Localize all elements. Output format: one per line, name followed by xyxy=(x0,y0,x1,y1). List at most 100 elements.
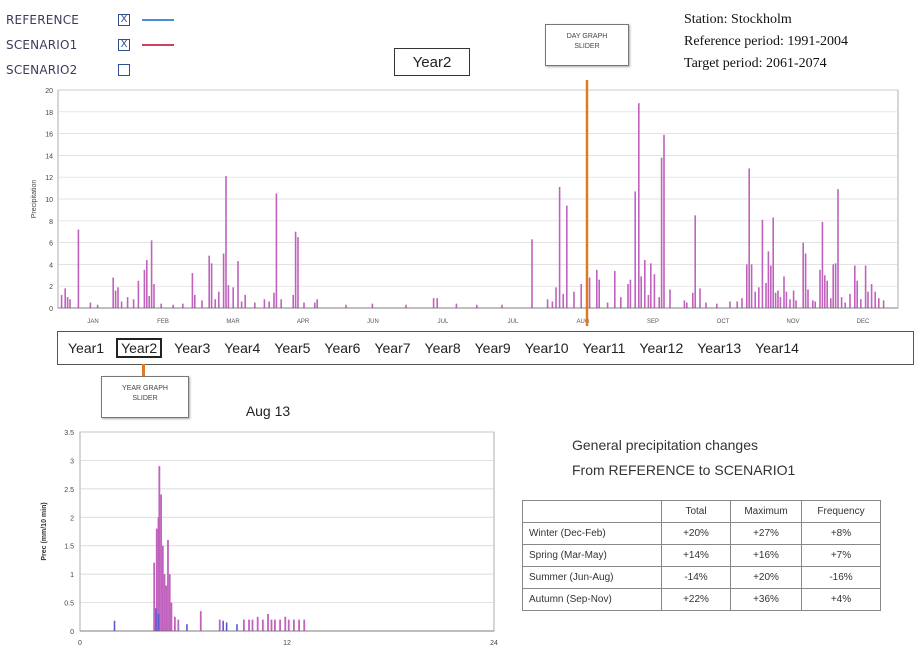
legend-reference: REFERENCE X xyxy=(6,12,174,28)
year-button-2[interactable]: Year2 xyxy=(116,338,163,358)
x-tick-label: 0 xyxy=(78,640,82,647)
y-tick-label: 1 xyxy=(70,572,74,579)
legend-scenario2: SCENARIO2 xyxy=(6,62,130,78)
y-tick-label: 18 xyxy=(45,110,53,117)
reference-period: Reference period: 1991-2004 xyxy=(684,34,849,49)
season-cell: Summer (Jun-Aug) xyxy=(522,566,662,589)
day-slider-label-1: DAY GRAPH xyxy=(566,33,608,40)
y-tick-label: 10 xyxy=(45,197,53,204)
year-button-4[interactable]: Year4 xyxy=(224,340,261,356)
header-cell: Total xyxy=(661,500,731,523)
maximum-cell: +36% xyxy=(730,588,802,611)
y-tick-label: 12 xyxy=(45,175,53,182)
year-slider-handle[interactable] xyxy=(142,364,145,378)
maximum-cell: +27% xyxy=(730,522,802,545)
reference-checkbox[interactable]: X xyxy=(118,14,130,26)
total-cell: -14% xyxy=(661,566,731,589)
day-slider-label-2: SLIDER xyxy=(574,43,600,50)
y-tick-label: 3.5 xyxy=(64,430,74,437)
y-tick-label: 20 xyxy=(45,88,53,95)
target-period: Target period: 2061-2074 xyxy=(684,56,827,71)
legend-label: SCENARIO2 xyxy=(6,63,78,77)
maximum-cell: +20% xyxy=(730,566,802,589)
frequency-cell: +8% xyxy=(801,522,881,545)
y-tick-label: 4 xyxy=(49,262,53,269)
y-tick-label: 2 xyxy=(70,515,74,522)
year-button-5[interactable]: Year5 xyxy=(274,340,311,356)
y-tick-label: 14 xyxy=(45,153,53,160)
season-cell: Spring (Mar-May) xyxy=(522,544,662,567)
month-label: NOV xyxy=(786,319,799,325)
table-row: Summer (Jun-Aug) -14% +20% -16% xyxy=(522,566,881,589)
total-cell: +22% xyxy=(661,588,731,611)
month-label: APR xyxy=(297,319,310,325)
y-tick-label: 16 xyxy=(45,132,53,139)
total-cell: +14% xyxy=(661,544,731,567)
table-row: Spring (Mar-May) +14% +16% +7% xyxy=(522,544,881,567)
year-button-6[interactable]: Year6 xyxy=(324,340,361,356)
month-label: JUN xyxy=(367,319,379,325)
legend-scenario1: SCENARIO1 X xyxy=(6,37,174,53)
station-name: Station: Stockholm xyxy=(684,12,792,27)
year-button-8[interactable]: Year8 xyxy=(424,340,461,356)
month-label: MAR xyxy=(226,319,240,325)
month-label: JUL xyxy=(438,319,449,325)
year-selector-bar: Year1 Year2 Year3 Year4 Year5 Year6 Year7 Year8… xyxy=(57,331,914,365)
month-label: JAN xyxy=(87,319,98,325)
scenario2-checkbox[interactable] xyxy=(118,64,130,76)
y-tick-label: 0 xyxy=(49,306,53,313)
header-cell: Frequency xyxy=(801,500,881,523)
legend-label: REFERENCE xyxy=(6,13,80,27)
y-tick-label: 2 xyxy=(49,284,53,291)
day-graph-slider[interactable]: DAY GRAPH SLIDER xyxy=(545,24,629,66)
year-slider-label-2: SLIDER xyxy=(132,395,158,402)
year-button-14[interactable]: Year14 xyxy=(755,340,799,356)
scenario1-swatch xyxy=(142,44,174,46)
x-tick-label: 24 xyxy=(490,640,498,647)
reference-swatch xyxy=(142,19,174,21)
month-label: OCT xyxy=(717,319,730,325)
year-button-12[interactable]: Year12 xyxy=(639,340,684,356)
frequency-cell: +7% xyxy=(801,544,881,567)
header-cell xyxy=(522,500,662,523)
selected-year-title: Year2 xyxy=(394,48,470,76)
y-axis-label: Precipitation xyxy=(31,180,38,219)
month-label: DEC xyxy=(857,319,870,325)
season-cell: Winter (Dec-Feb) xyxy=(522,522,662,545)
x-tick-label: 12 xyxy=(283,640,291,647)
table-row: Winter (Dec-Feb) +20% +27% +8% xyxy=(522,522,881,545)
frequency-cell: +4% xyxy=(801,588,881,611)
y-tick-label: 8 xyxy=(49,219,53,226)
gpc-title-line2: From REFERENCE to SCENARIO1 xyxy=(572,462,796,478)
maximum-cell: +16% xyxy=(730,544,802,567)
header-cell: Maximum xyxy=(730,500,802,523)
year-button-13[interactable]: Year13 xyxy=(697,340,742,356)
day-precipitation-chart: Aug 13 0 0.5 1 1.5 2 2.5 3 3.5 0 12 24 Prec (mm/10 m… xyxy=(41,403,498,647)
year-button-9[interactable]: Year9 xyxy=(474,340,511,356)
year-button-10[interactable]: Year10 xyxy=(524,340,569,356)
scenario1-checkbox[interactable]: X xyxy=(118,39,130,51)
table-header-row: Total Maximum Frequency xyxy=(522,500,881,523)
month-label: JUL xyxy=(508,319,519,325)
plot-area xyxy=(79,431,495,632)
y-tick-label: 1.5 xyxy=(64,544,74,551)
table-row: Autumn (Sep-Nov) +22% +36% +4% xyxy=(522,588,881,611)
year-button-3[interactable]: Year3 xyxy=(174,340,211,356)
y-tick-label: 3 xyxy=(70,458,74,465)
day-chart-title: Aug 13 xyxy=(246,403,291,419)
year-graph-slider[interactable]: YEAR GRAPH SLIDER xyxy=(101,376,189,418)
legend-label: SCENARIO1 xyxy=(6,38,78,52)
frequency-cell: -16% xyxy=(801,566,881,589)
gpc-title-line1: General precipitation changes xyxy=(572,437,759,453)
year-button-7[interactable]: Year7 xyxy=(374,340,411,356)
year-precipitation-chart: 0 2 4 6 8 10 12 14 16 18 20 Precipitation JAN FEB MAR A… xyxy=(31,80,899,326)
y-tick-label: 2.5 xyxy=(64,487,74,494)
y-tick-label: 0.5 xyxy=(64,601,74,608)
total-cell: +20% xyxy=(661,522,731,545)
precipitation-changes-table: Total Maximum Frequency Winter (Dec-Feb)… xyxy=(522,500,881,611)
year-button-1[interactable]: Year1 xyxy=(68,340,105,356)
year-button-11[interactable]: Year11 xyxy=(582,340,626,356)
season-cell: Autumn (Sep-Nov) xyxy=(522,588,662,611)
y-axis-label: Prec (mm/10 min) xyxy=(41,502,48,560)
y-tick-label: 0 xyxy=(70,629,74,636)
